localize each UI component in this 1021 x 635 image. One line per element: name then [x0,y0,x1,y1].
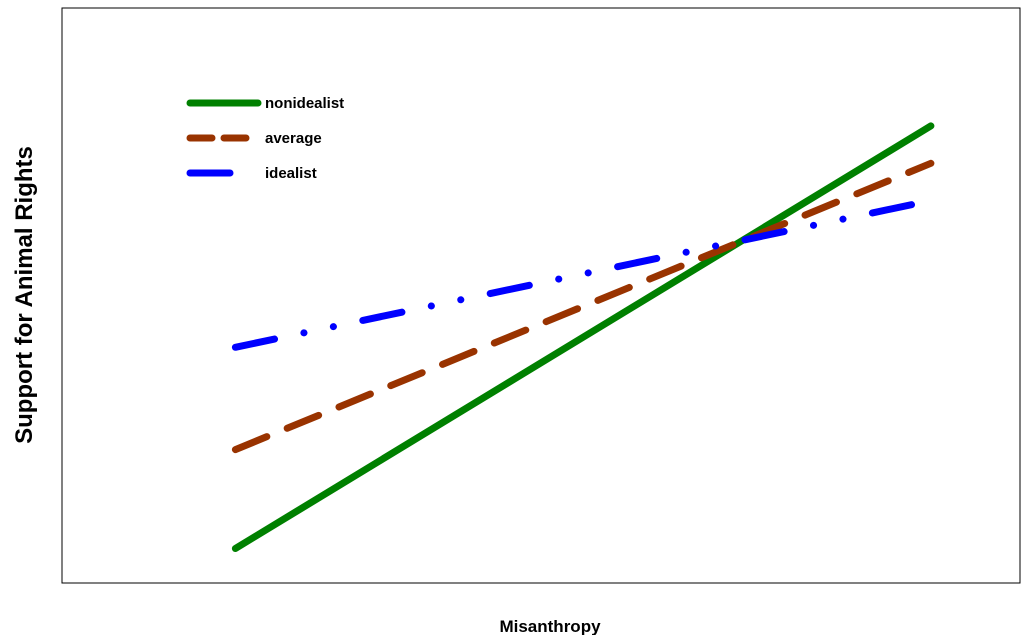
series-line-idealist [231,197,935,351]
plot-frame [61,7,1021,584]
legend-label-average: average [265,130,322,147]
series-line-average [231,159,935,454]
legend: nonidealist average idealist [186,95,344,182]
series-group [231,122,935,552]
legend-label-nonidealist: nonidealist [265,95,344,112]
legend-label-idealist: idealist [265,165,317,182]
series-line-nonidealist [231,122,935,552]
x-axis-label: Misanthropy [499,617,601,635]
y-axis-label: Support for Animal Rights [11,146,38,444]
